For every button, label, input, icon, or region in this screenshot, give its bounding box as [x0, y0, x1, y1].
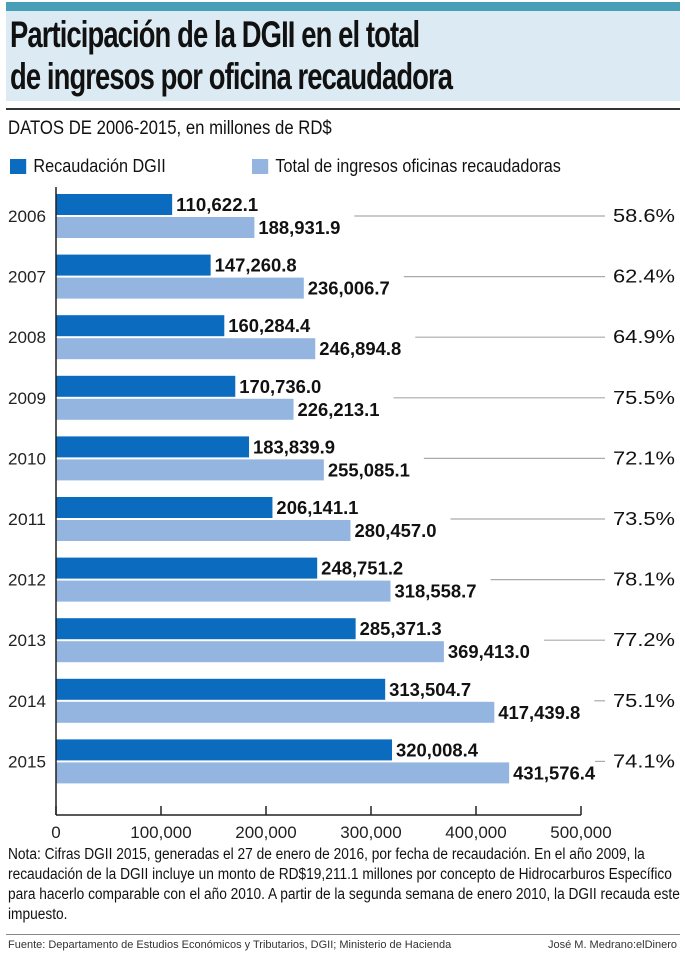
value-label-dgii: 285,371.3 — [360, 619, 442, 639]
x-tick-label: 200,000 — [235, 823, 296, 842]
bar-dgii — [56, 618, 356, 640]
percentage-label: 64.9% — [613, 327, 675, 347]
percentage-label: 62.4% — [613, 267, 675, 287]
legend-item-dgii: Recaudación DGII — [10, 156, 166, 177]
bar-total — [56, 277, 304, 299]
year-label: 2006 — [8, 207, 46, 226]
x-tick-label: 100,000 — [130, 823, 191, 842]
year-label: 2013 — [8, 631, 46, 650]
value-label-total: 417,439.8 — [498, 703, 580, 723]
legend-swatch — [10, 159, 27, 174]
header-background — [6, 11, 680, 101]
year-label: 2009 — [8, 389, 46, 408]
year-label: 2011 — [8, 510, 46, 529]
bar-dgii — [56, 254, 211, 276]
chart-title: Participación de la DGII en el total de … — [10, 14, 453, 97]
value-label-total: 236,006.7 — [308, 279, 390, 299]
value-label-dgii: 110,622.1 — [176, 195, 258, 215]
legend-swatch — [252, 159, 269, 174]
value-label-total: 369,413.0 — [448, 642, 530, 662]
value-label-total: 318,558.7 — [394, 582, 476, 602]
value-label-dgii: 183,839.9 — [253, 437, 335, 457]
credit: José M. Medrano:elDinero — [547, 939, 677, 951]
value-label-total: 226,213.1 — [298, 400, 380, 420]
year-label: 2008 — [8, 328, 46, 347]
percentage-label: 73.5% — [613, 509, 675, 529]
percentage-label: 77.2% — [613, 630, 675, 650]
bar-dgii — [56, 436, 250, 458]
value-label-total: 431,576.4 — [513, 763, 595, 783]
year-label: 2015 — [8, 752, 46, 771]
footer-divider — [6, 934, 680, 935]
value-label-dgii: 248,751.2 — [321, 559, 403, 579]
value-label-dgii: 313,504.7 — [389, 680, 471, 700]
value-label-total: 188,931.9 — [258, 218, 340, 238]
bar-dgii — [56, 497, 273, 518]
bar-dgii — [56, 315, 225, 337]
chart-subtitle: DATOS DE 2006-2015, en millones de RD$ — [8, 118, 332, 139]
divider — [6, 108, 680, 110]
legend-item-total: Total de ingresos oficinas recaudadoras — [252, 156, 561, 177]
bar-total — [56, 338, 316, 360]
header-stripe — [6, 2, 680, 11]
source: Fuente: Departamento de Estudios Económi… — [8, 939, 452, 951]
bar-dgii — [56, 557, 318, 579]
value-label-total: 255,085.1 — [328, 460, 410, 480]
year-label: 2014 — [8, 692, 46, 711]
percentage-label: 58.6% — [613, 206, 675, 226]
bar-total — [56, 580, 391, 602]
bar-total — [56, 641, 444, 663]
year-label: 2010 — [8, 449, 46, 468]
note: Nota: Cifras DGII 2015, generadas el 27 … — [8, 846, 680, 923]
year-label: 2007 — [8, 268, 46, 287]
bar-dgii — [56, 194, 173, 215]
percentage-label: 74.1% — [613, 751, 675, 771]
percentage-label: 75.5% — [613, 388, 675, 408]
bar-total — [56, 762, 510, 784]
x-tick-label: 0 — [51, 823, 60, 842]
value-label-dgii: 170,736.0 — [239, 377, 321, 397]
value-label-dgii: 147,260.8 — [215, 256, 297, 276]
bar-dgii — [56, 739, 393, 761]
value-label-dgii: 320,008.4 — [396, 740, 478, 760]
bar-total — [56, 398, 294, 420]
year-label: 2012 — [8, 571, 46, 590]
x-tick-label: 400,000 — [445, 823, 506, 842]
percentage-label: 75.1% — [613, 691, 675, 711]
bar-total — [56, 459, 324, 481]
value-label-total: 280,457.0 — [354, 521, 436, 541]
bar-total — [56, 217, 255, 238]
value-label-dgii: 160,284.4 — [228, 316, 310, 336]
bar-total — [56, 520, 351, 541]
bar-dgii — [56, 678, 386, 700]
percentage-label: 72.1% — [613, 448, 675, 468]
value-label-total: 246,894.8 — [319, 339, 401, 359]
x-tick-label: 500,000 — [550, 823, 611, 842]
bar-dgii — [56, 375, 236, 397]
value-label-dgii: 206,141.1 — [276, 498, 358, 518]
percentage-label: 78.1% — [613, 570, 675, 590]
legend-label: Recaudación DGII — [33, 156, 166, 176]
legend-label: Total de ingresos oficinas recaudadoras — [275, 156, 561, 176]
bar-total — [56, 701, 495, 723]
x-tick-label: 300,000 — [340, 823, 401, 842]
